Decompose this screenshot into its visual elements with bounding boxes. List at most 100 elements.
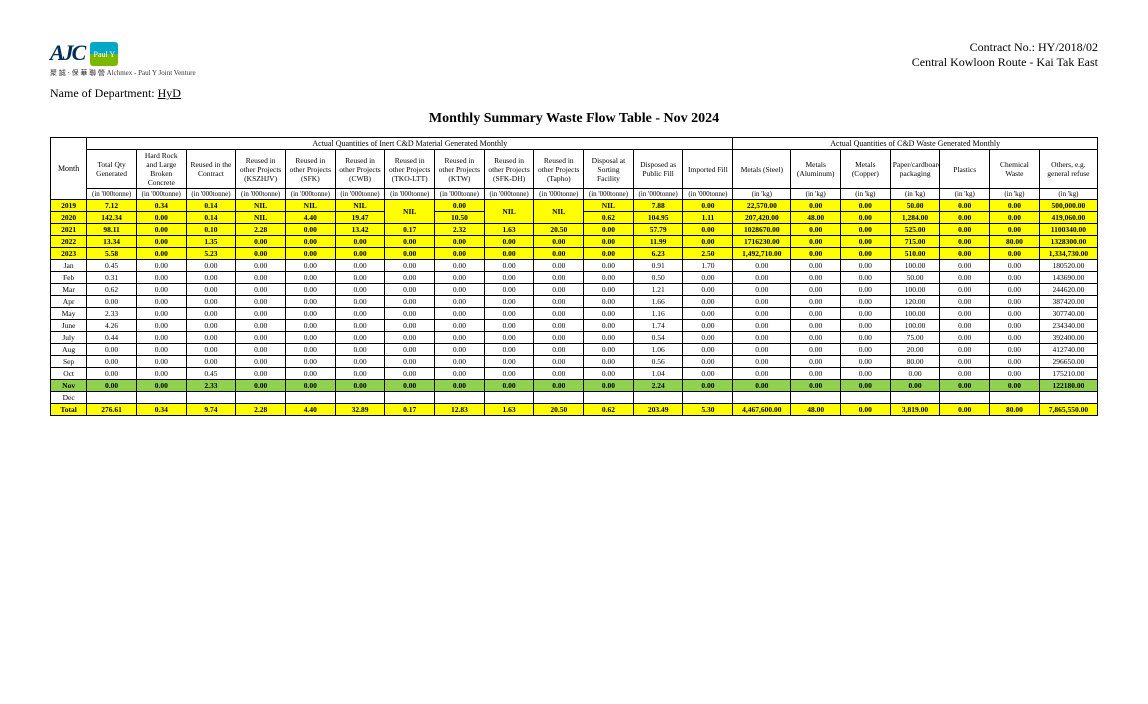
data-cell: 387420.00 bbox=[1039, 296, 1097, 308]
data-cell: 11.99 bbox=[633, 236, 683, 248]
data-cell: 22,570.00 bbox=[733, 200, 791, 212]
data-cell: 2.33 bbox=[186, 380, 236, 392]
unit-cell: (in '000tonne) bbox=[435, 189, 485, 200]
data-cell: 296650.00 bbox=[1039, 356, 1097, 368]
data-cell: 0.00 bbox=[136, 320, 186, 332]
data-cell: 0.00 bbox=[484, 332, 534, 344]
data-cell: 75.00 bbox=[890, 332, 940, 344]
data-cell: 0.00 bbox=[186, 344, 236, 356]
data-cell: 100.00 bbox=[890, 308, 940, 320]
col-header: Reused in other Projects (CWB) bbox=[335, 150, 385, 189]
data-row: Mar0.620.000.000.000.000.000.000.000.000… bbox=[51, 284, 1098, 296]
col-header: Disposal at Sorting Facility bbox=[584, 150, 634, 189]
data-cell: 0.00 bbox=[534, 332, 584, 344]
data-cell: 234340.00 bbox=[1039, 320, 1097, 332]
year-row: 20197.120.340.14NILNILNILNIL0.00NILNILNI… bbox=[51, 200, 1098, 212]
data-cell: 0.31 bbox=[87, 272, 137, 284]
data-cell: 1.74 bbox=[633, 320, 683, 332]
data-cell: NIL bbox=[236, 200, 286, 212]
row-label: Total bbox=[51, 404, 87, 416]
logo-badge: Paul Y bbox=[90, 42, 118, 66]
data-cell: 0.00 bbox=[733, 296, 791, 308]
data-cell: 120.00 bbox=[890, 296, 940, 308]
data-cell: 0.00 bbox=[87, 296, 137, 308]
year-row: 202198.110.000.102.280.0013.420.172.321.… bbox=[51, 224, 1098, 236]
data-cell bbox=[733, 392, 791, 404]
data-cell: 0.00 bbox=[683, 320, 733, 332]
data-cell: 2.28 bbox=[236, 404, 286, 416]
data-cell: 0.00 bbox=[841, 236, 891, 248]
data-cell: 0.00 bbox=[841, 224, 891, 236]
data-cell: 0.00 bbox=[385, 272, 435, 284]
data-cell: 0.00 bbox=[87, 344, 137, 356]
data-cell: 510.00 bbox=[890, 248, 940, 260]
data-cell: 0.00 bbox=[940, 308, 990, 320]
data-cell: 0.00 bbox=[136, 344, 186, 356]
data-cell: 0.00 bbox=[385, 332, 435, 344]
data-cell: 0.00 bbox=[285, 272, 335, 284]
data-row: June4.260.000.000.000.000.000.000.000.00… bbox=[51, 320, 1098, 332]
col-header: Reused in other Projects (SFK) bbox=[285, 150, 335, 189]
data-cell bbox=[841, 392, 891, 404]
data-cell: 0.00 bbox=[990, 200, 1040, 212]
data-cell: 0.00 bbox=[534, 260, 584, 272]
data-cell: 0.00 bbox=[335, 248, 385, 260]
data-cell: 0.00 bbox=[484, 236, 534, 248]
data-cell: 9.74 bbox=[186, 404, 236, 416]
data-cell: 0.00 bbox=[484, 380, 534, 392]
report-title: Monthly Summary Waste Flow Table - Nov 2… bbox=[50, 111, 1098, 127]
unit-cell: (in 'kg) bbox=[733, 189, 791, 200]
dept-value: HyD bbox=[158, 86, 181, 100]
data-cell: NIL bbox=[385, 200, 435, 224]
data-cell: 0.00 bbox=[136, 260, 186, 272]
data-cell: 57.79 bbox=[633, 224, 683, 236]
data-cell: 0.00 bbox=[841, 356, 891, 368]
data-cell: 0.00 bbox=[791, 296, 841, 308]
data-cell: 0.00 bbox=[534, 296, 584, 308]
unit-cell: (in '000tonne) bbox=[584, 189, 634, 200]
data-cell: 0.00 bbox=[236, 236, 286, 248]
data-cell: 0.00 bbox=[733, 308, 791, 320]
data-cell: 1.66 bbox=[633, 296, 683, 308]
data-cell: 1328300.00 bbox=[1039, 236, 1097, 248]
data-cell: 715.00 bbox=[890, 236, 940, 248]
row-label: Dec bbox=[51, 392, 87, 404]
data-cell: 0.00 bbox=[484, 368, 534, 380]
data-cell: 0.00 bbox=[435, 380, 485, 392]
data-cell: 0.00 bbox=[841, 380, 891, 392]
data-cell: 48.00 bbox=[791, 404, 841, 416]
data-cell: 0.00 bbox=[791, 248, 841, 260]
data-cell: 0.00 bbox=[136, 284, 186, 296]
data-cell: 0.00 bbox=[484, 344, 534, 356]
data-cell: 0.00 bbox=[435, 200, 485, 212]
data-cell: 0.00 bbox=[385, 368, 435, 380]
data-cell: 0.00 bbox=[733, 344, 791, 356]
col-header: Metals (Steel) bbox=[733, 150, 791, 189]
data-cell: 0.00 bbox=[335, 236, 385, 248]
data-cell: 0.00 bbox=[136, 332, 186, 344]
data-cell: 0.91 bbox=[633, 260, 683, 272]
data-row: Total276.610.349.742.284.4032.890.1712.8… bbox=[51, 404, 1098, 416]
data-cell: 0.00 bbox=[841, 260, 891, 272]
data-cell: 13.42 bbox=[335, 224, 385, 236]
data-cell: 0.00 bbox=[87, 380, 137, 392]
data-cell: 0.00 bbox=[435, 344, 485, 356]
data-cell: 0.00 bbox=[435, 320, 485, 332]
data-cell bbox=[1039, 392, 1097, 404]
data-cell: 0.00 bbox=[990, 224, 1040, 236]
data-cell: 0.00 bbox=[683, 332, 733, 344]
data-cell: 0.00 bbox=[940, 200, 990, 212]
data-row: Oct0.000.000.450.000.000.000.000.000.000… bbox=[51, 368, 1098, 380]
data-cell: 0.00 bbox=[335, 320, 385, 332]
data-cell: 244620.00 bbox=[1039, 284, 1097, 296]
data-cell: 0.00 bbox=[236, 320, 286, 332]
data-cell: 20.50 bbox=[534, 224, 584, 236]
row-label: May bbox=[51, 308, 87, 320]
data-cell: 0.00 bbox=[733, 320, 791, 332]
data-cell bbox=[890, 392, 940, 404]
data-cell: 0.00 bbox=[87, 368, 137, 380]
data-cell: 0.00 bbox=[841, 212, 891, 224]
page-header: AJC Paul Y 聚 誠 · 保 華 聯 營 Alchmex - Paul … bbox=[50, 40, 1098, 78]
col-month: Month bbox=[51, 138, 87, 200]
data-cell: 0.00 bbox=[335, 308, 385, 320]
